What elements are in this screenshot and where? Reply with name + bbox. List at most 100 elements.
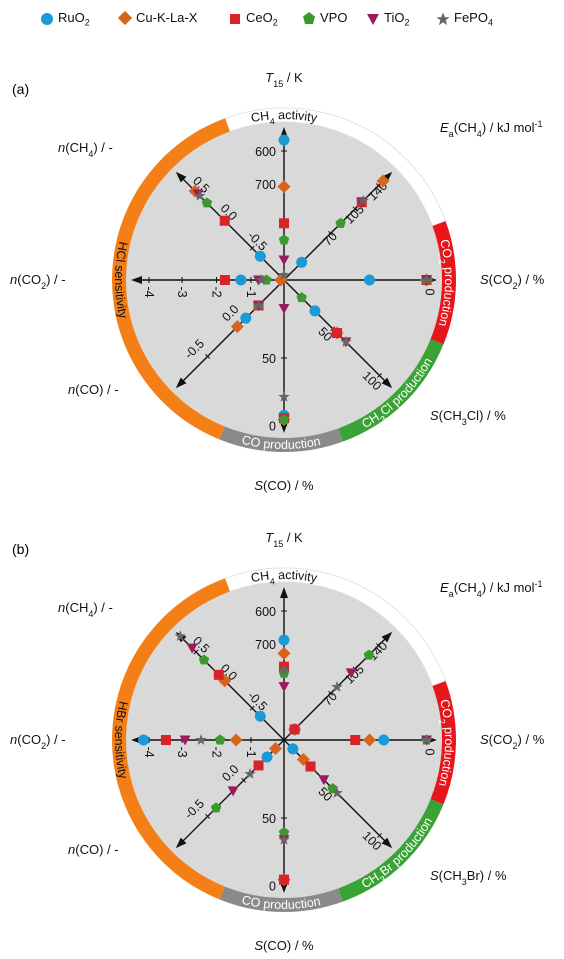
data-point-ruo2-nCO (261, 751, 273, 763)
data-point-tio2-Ea (345, 668, 357, 679)
axis-arrow-SCO (280, 422, 288, 433)
axis-label-nCO: n(CO) / - (68, 842, 119, 857)
tick-mark (328, 230, 334, 236)
data-point-fepo4-SCHX (340, 335, 352, 347)
band-sensitivity (112, 118, 230, 440)
data-point-fepo4-T15 (278, 664, 290, 675)
data-point-ceo2-T15 (279, 218, 289, 229)
data-point-vpo-nCO2 (214, 734, 226, 745)
tick-label: 700 (255, 178, 276, 192)
data-point-ceo2-nCH4 (213, 669, 224, 680)
axis-label-nCH4: n(CH4) / - (58, 140, 113, 159)
axis-nCO (177, 279, 285, 387)
axis-label-SCO: S(CO) / % (254, 478, 314, 493)
legend-label: FePO4 (454, 10, 493, 28)
legend-item-vpo: VPO (302, 10, 347, 25)
data-point-fepo4-SCO2 (420, 734, 433, 745)
legend-item-fepo4: FePO4 (436, 10, 493, 28)
data-points (188, 134, 433, 427)
data-point-ceo2-nCO2 (160, 735, 171, 745)
data-point-ruo2-SCHX (287, 743, 299, 755)
panel-label: (b) (12, 541, 29, 557)
axis-arrow-nCH4 (175, 171, 187, 183)
legend-label: VPO (320, 10, 348, 25)
data-point-cu-k-la-x-T15 (277, 180, 291, 194)
data-point-fepo4-nCO (244, 767, 256, 779)
axis-label-T15: T15 / K (265, 70, 303, 89)
axis-arrow-Ea (381, 171, 393, 183)
axis-label-nCH4: n(CH4) / - (58, 600, 113, 619)
axis-label-SCHX: S(CH3Br) / % (430, 868, 507, 887)
tick-label: 50 (262, 812, 276, 826)
band-label-sens: HBr sensitivity (112, 700, 131, 781)
data-point-tio2-SCHX (318, 775, 330, 786)
axis-label-SCO2: S(CO2) / % (480, 732, 545, 751)
data-point-fepo4-Ea (357, 194, 369, 206)
data-point-vpo-SCHX (296, 292, 307, 303)
band-co2-production (430, 221, 456, 345)
tick-label: -3 (175, 286, 189, 297)
data-point-vpo-nCH4 (201, 197, 213, 208)
data-point-tio2-SCO (278, 304, 290, 314)
tick-label: -3 (175, 746, 189, 757)
tick-mark (249, 245, 255, 251)
legend-item-tio2: TiO2 (366, 10, 409, 28)
legend-label: RuO2 (58, 10, 90, 28)
band-co2-production (430, 681, 456, 805)
data-point-vpo-SCO (278, 827, 290, 838)
data-point-cu-k-la-x-nCO (230, 320, 244, 334)
legend-label: CeO2 (246, 10, 278, 28)
band-chx-production (338, 799, 444, 902)
data-point-ruo2-nCH4 (254, 250, 266, 262)
tick-label: -4 (142, 746, 156, 757)
data-point-fepo4-SCO (278, 390, 290, 402)
data-point-ceo2-SCO (279, 874, 289, 885)
data-point-fepo4-nCH4 (194, 189, 206, 201)
axis-label-Ea: Ea(CH4) / kJ mol-1 (440, 119, 543, 139)
data-point-ceo2-nCO2 (219, 275, 230, 285)
data-point-ceo2-Ea (289, 724, 300, 735)
data-point-cu-k-la-x-Ea (376, 174, 390, 188)
band-co-production (219, 886, 343, 912)
tick-mark (205, 353, 211, 359)
data-point-fepo4-nCH4 (174, 630, 186, 642)
data-point-vpo-nCH4 (198, 654, 210, 665)
legend-item-ceo2: CeO2 (228, 10, 278, 28)
axis-label-SCHX: S(CH3Cl) / % (430, 408, 506, 427)
data-point-cu-k-la-x-nCO2 (229, 733, 243, 747)
band-label-sens: HCl sensitivity (112, 240, 130, 320)
data-point-tio2-nCH4 (186, 643, 198, 654)
data-point-ceo2-SCHX (332, 328, 343, 339)
tick-label: 0 (423, 289, 437, 296)
tick-label: -2 (210, 286, 224, 297)
data-point-fepo4-Ea (331, 680, 343, 692)
tick-label: 600 (255, 145, 276, 159)
panel-label: (a) (12, 81, 29, 97)
data-point-fepo4-nCO2 (255, 274, 268, 285)
data-point-fepo4-SCHX (331, 787, 343, 798)
band-sensitivity (112, 578, 230, 900)
data-point-fepo4-nCO (252, 299, 265, 311)
data-point-vpo-SCHX (327, 783, 338, 794)
axis-arrow-nCO (175, 377, 187, 389)
data-point-vpo-nCO (210, 802, 222, 813)
tick-mark (352, 206, 358, 212)
data-point-tio2-nCO2 (179, 735, 191, 746)
axis-arrow-SCHX (381, 837, 393, 849)
tick-label: -1 (244, 746, 258, 757)
data-point-ceo2-nCO (253, 760, 264, 771)
tick-label: -2 (210, 746, 224, 757)
tick-label: -4 (142, 286, 156, 297)
band-label-co: CO production (240, 433, 321, 452)
tick-mark (375, 643, 381, 649)
band-chx-production (338, 339, 444, 442)
tick-mark (205, 813, 211, 819)
data-point-ceo2-nCH4 (219, 215, 230, 226)
tick-label: 0 (423, 749, 437, 756)
chart-legend: RuO2 Cu-K-La-X CeO2 VPO TiO2 FePO4 (0, 0, 564, 36)
legend-item-cuklax: Cu-K-La-X (118, 10, 197, 25)
tick-mark (193, 649, 199, 655)
legend-label: TiO2 (384, 10, 410, 28)
